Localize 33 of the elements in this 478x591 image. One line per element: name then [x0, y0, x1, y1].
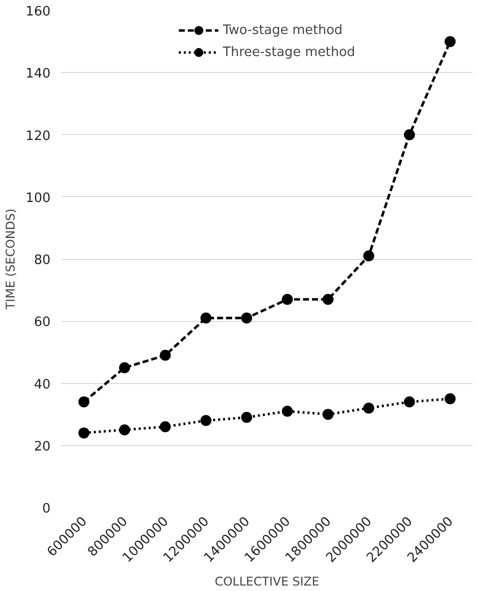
point: [404, 129, 415, 140]
point: [444, 393, 456, 404]
y-tick-label: 160: [26, 4, 51, 20]
x-axis-title: COLLECTIVE SIZE: [214, 574, 320, 589]
point: [200, 312, 212, 324]
y-tick-label: 0: [42, 502, 51, 516]
legend-label: Two-stage method: [222, 22, 343, 38]
y-tick-label: 20: [34, 439, 51, 454]
point: [241, 312, 252, 324]
point: [363, 250, 374, 262]
point: [241, 412, 252, 423]
point: [444, 36, 456, 48]
y-tick-label: 100: [26, 190, 51, 206]
point: [322, 294, 334, 305]
point: [119, 424, 130, 436]
y-tick-label: 80: [34, 253, 51, 268]
point: [78, 427, 90, 438]
y-axis-title: TIME (SECONDS): [4, 208, 18, 310]
point: [160, 421, 171, 432]
point: [160, 350, 171, 361]
point: [119, 362, 130, 374]
point: [282, 406, 293, 417]
y-tick-label: 120: [26, 128, 51, 144]
point: [282, 294, 293, 305]
y-tick-label: 60: [34, 315, 51, 330]
legend-label: Three-stage method: [222, 44, 356, 60]
point: [404, 396, 415, 408]
y-tick-label: 40: [34, 377, 51, 392]
point: [322, 408, 334, 420]
y-tick-label: 140: [26, 66, 51, 82]
point: [200, 415, 212, 426]
point: [78, 396, 90, 408]
point: [363, 402, 374, 414]
